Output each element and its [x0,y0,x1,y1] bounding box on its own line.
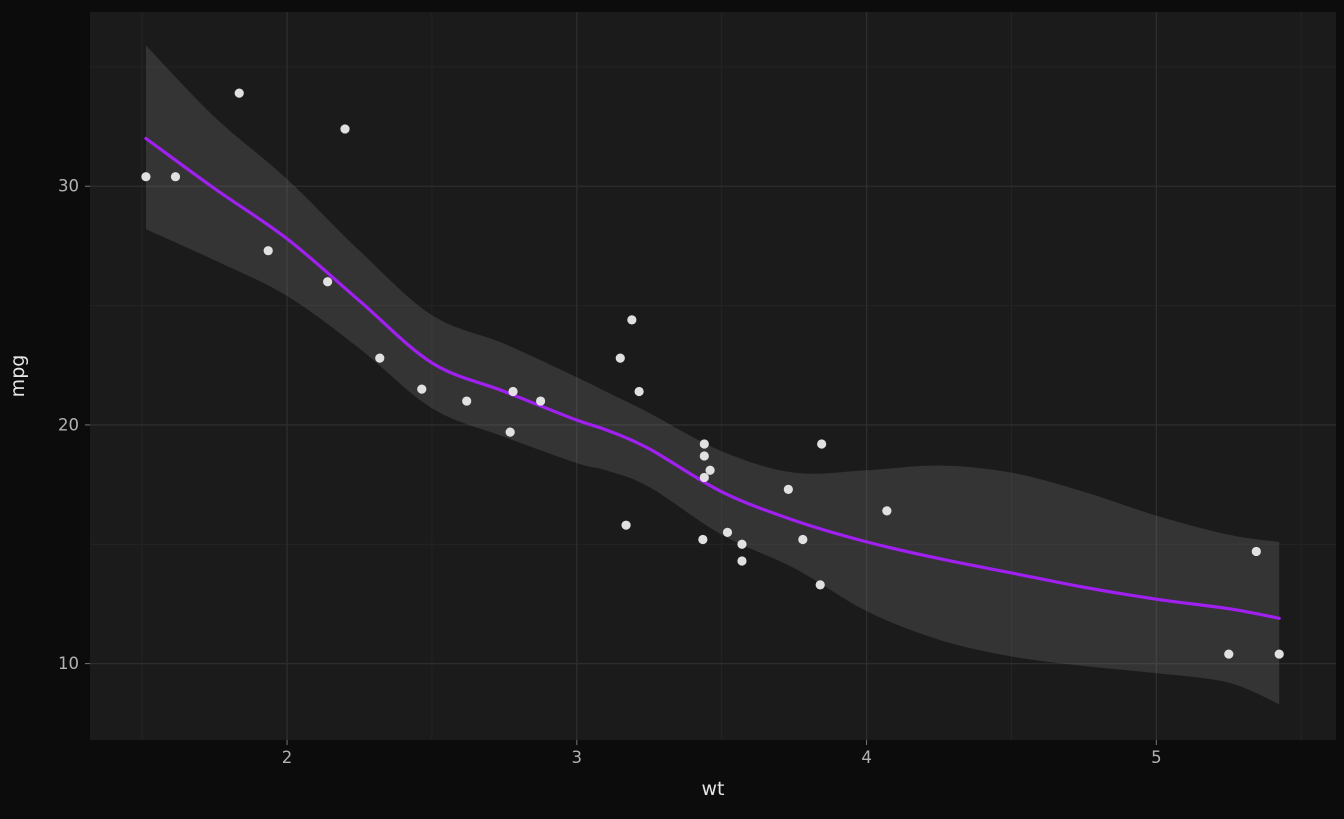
data-point [234,88,244,98]
chart-layers: 2 3 4 5 10 20 30 [58,12,1336,767]
data-point [634,386,644,397]
data-point [505,427,515,437]
data-point [615,353,625,363]
y-tick-label: 30 [58,177,79,196]
data-point [1224,649,1234,659]
y-tick-label: 10 [58,654,79,673]
data-point [783,484,793,494]
x-tick-label: 3 [572,748,583,767]
data-point [815,580,825,590]
data-point [705,465,715,475]
data-point [737,556,747,566]
data-point [882,506,892,516]
data-point [817,439,827,449]
data-point [699,451,709,461]
data-point [170,172,181,182]
y-tick-label: 20 [58,415,79,434]
data-point [627,315,637,325]
data-point [621,520,631,530]
data-point [462,396,472,406]
data-point [263,246,273,256]
data-point [698,534,708,545]
x-tick-label: 4 [861,748,872,767]
data-point [340,124,350,134]
data-point [375,353,385,363]
data-point [798,534,808,545]
x-axis-title: wt [702,778,725,800]
data-point [722,527,733,537]
data-point [535,396,546,406]
data-point [699,439,709,449]
loess-line [144,136,1281,620]
data-point [1251,546,1261,557]
data-point [141,172,151,182]
confidence-ribbon [145,45,1280,705]
x-tick-label: 5 [1151,748,1162,767]
data-point [1274,649,1284,659]
y-axis-title: mpg [7,355,29,398]
data-point [323,277,333,287]
data-point [417,384,427,394]
x-tick-label: 2 [282,748,293,767]
data-point [699,472,709,483]
data-point [508,386,518,397]
data-point [737,539,747,549]
plot-panel [90,12,1336,740]
